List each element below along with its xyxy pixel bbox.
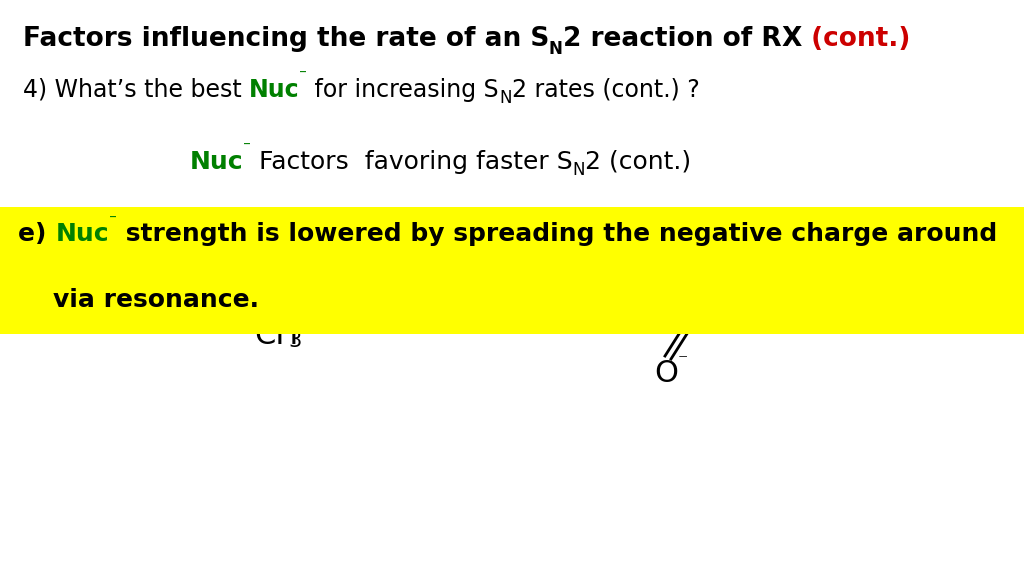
Text: ⁻: ⁻ xyxy=(299,67,307,82)
Text: ⁻: ⁻ xyxy=(110,213,117,228)
Text: (cont.): (cont.) xyxy=(802,26,910,52)
Text: Nuc: Nuc xyxy=(55,222,110,246)
Text: O: O xyxy=(226,267,250,295)
Text: X: X xyxy=(781,26,802,52)
Text: CH: CH xyxy=(254,321,298,351)
Text: O: O xyxy=(654,358,678,388)
Text: for increasing S: for increasing S xyxy=(307,78,499,102)
Text: ⁻: ⁻ xyxy=(678,351,688,370)
Text: N: N xyxy=(572,161,585,179)
Text: Factors influencing the rate of an S: Factors influencing the rate of an S xyxy=(23,26,549,52)
Text: ⁻: ⁻ xyxy=(255,257,265,276)
Text: 3: 3 xyxy=(288,331,301,351)
Text: 2 rates (cont.) ?: 2 rates (cont.) ? xyxy=(512,78,699,102)
Text: N: N xyxy=(549,40,563,58)
Text: Nuc: Nuc xyxy=(189,150,243,174)
Text: Is stronger than: Is stronger than xyxy=(360,277,612,305)
Text: Factors  favoring faster S: Factors favoring faster S xyxy=(251,150,572,174)
Text: 4) What’s the best: 4) What’s the best xyxy=(23,78,249,102)
Text: via resonance.: via resonance. xyxy=(18,288,259,312)
Text: e): e) xyxy=(18,222,55,246)
Text: CH: CH xyxy=(684,298,728,328)
Text: Nuc: Nuc xyxy=(249,78,299,102)
Text: strength is lowered by spreading the negative charge around: strength is lowered by spreading the neg… xyxy=(117,222,997,246)
Text: N: N xyxy=(499,89,512,107)
Text: HO: HO xyxy=(632,247,679,275)
Text: ⁻: ⁻ xyxy=(243,139,251,154)
Text: 2 reaction of R: 2 reaction of R xyxy=(563,26,781,52)
Text: 2 (cont.): 2 (cont.) xyxy=(585,150,691,174)
